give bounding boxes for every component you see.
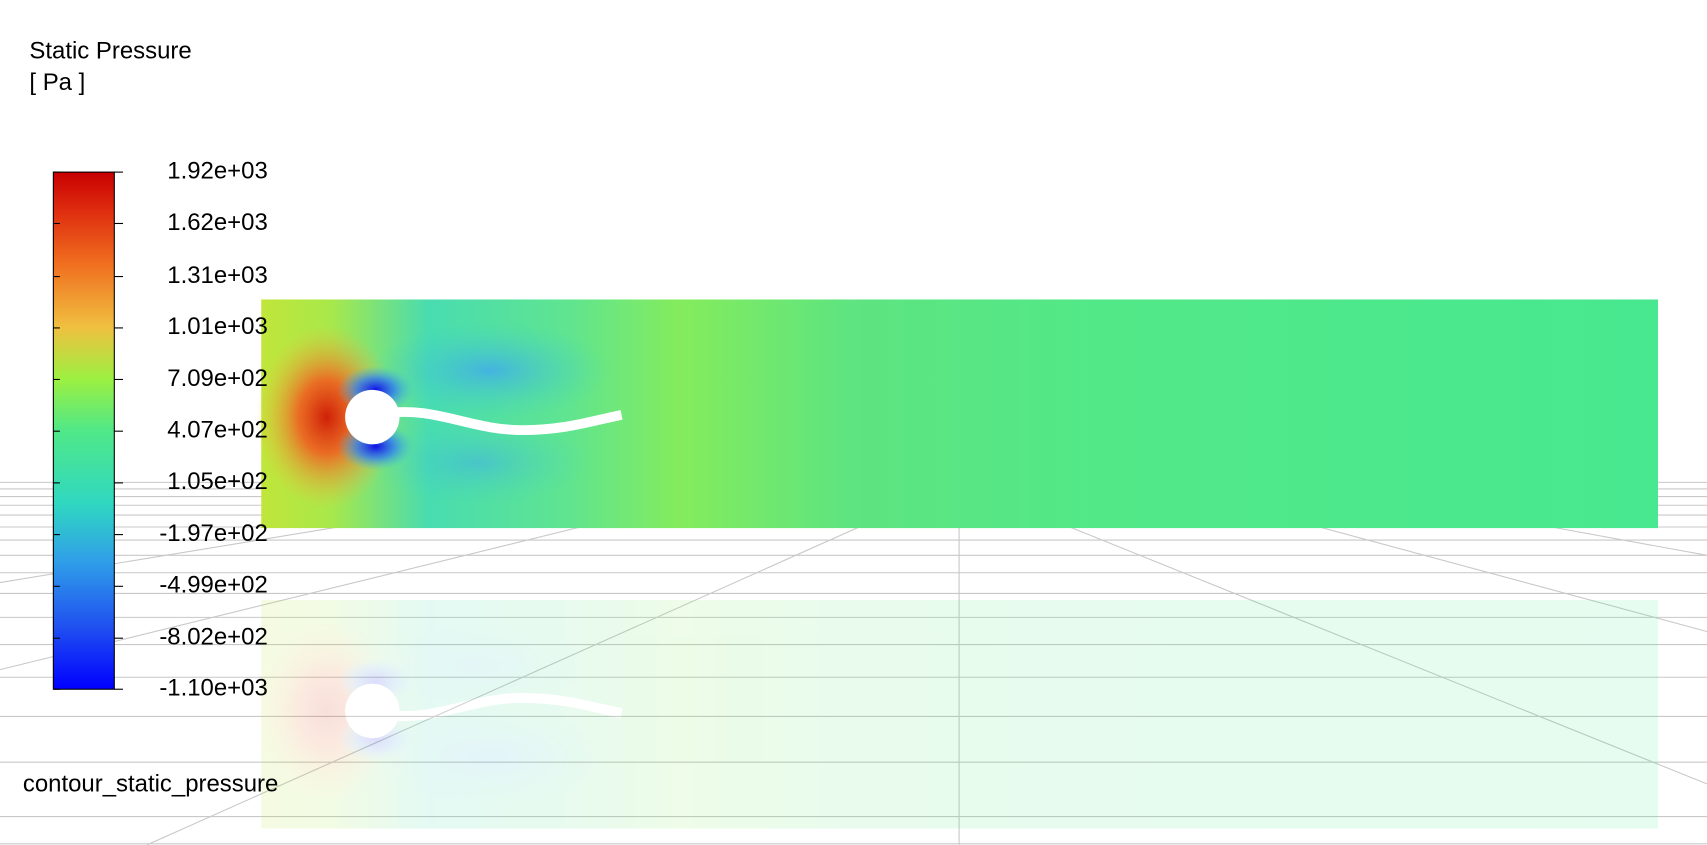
tick-label: 1.01e+03 bbox=[167, 313, 268, 340]
tick-label: 1.05e+02 bbox=[167, 468, 268, 495]
legend-title: Static Pressure bbox=[29, 38, 191, 65]
color-bar bbox=[52, 171, 115, 690]
tick-label: -1.97e+02 bbox=[159, 520, 267, 547]
tick-label: 4.07e+02 bbox=[167, 417, 268, 444]
contour-name: contour_static_pressure bbox=[23, 770, 278, 797]
tick-label: 1.31e+03 bbox=[167, 262, 268, 289]
tick-label: 7.09e+02 bbox=[167, 365, 268, 392]
tick-label: 1.62e+03 bbox=[167, 209, 268, 236]
flow-reflection bbox=[256, 600, 1658, 829]
tick-label: -8.02e+02 bbox=[159, 624, 267, 651]
tick-label: -1.10e+03 bbox=[159, 675, 267, 702]
tick-label: 1.92e+03 bbox=[167, 157, 268, 184]
flow-domain bbox=[256, 299, 1658, 528]
tick-label: -4.99e+02 bbox=[159, 572, 267, 599]
legend-unit: [ Pa ] bbox=[29, 69, 85, 96]
